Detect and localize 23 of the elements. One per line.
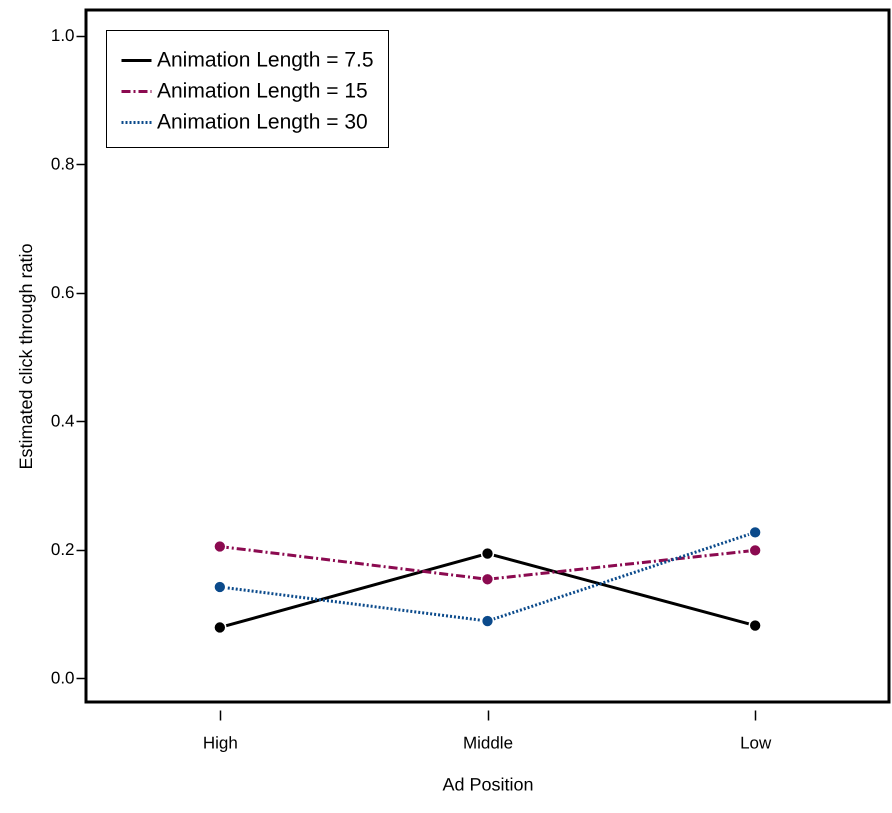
point — [213, 580, 226, 594]
point — [748, 618, 762, 632]
y-axis-title: Estimated click through ratio — [16, 243, 36, 470]
point — [213, 540, 226, 554]
x-axis-title: Ad Position — [442, 774, 534, 794]
legend-label: Animation Length = 30 — [157, 110, 368, 134]
point — [213, 620, 226, 634]
legend-label: Animation Length = 7.5 — [157, 48, 374, 72]
y-tick-label: 0.8 — [50, 154, 74, 174]
point — [748, 526, 762, 540]
x-tick-label: High — [202, 734, 238, 752]
point — [480, 572, 494, 586]
x-tick-label: Middle — [462, 734, 514, 752]
y-tick-label: 1.0 — [50, 26, 74, 46]
y-tick-label: 0.2 — [50, 540, 74, 560]
y-tick-label: 0.4 — [50, 412, 74, 431]
point — [480, 614, 494, 628]
legend-label: Animation Length = 15 — [157, 80, 368, 102]
point — [480, 546, 494, 560]
x-tick-label: Low — [740, 734, 772, 752]
y-tick-label: 0.0 — [50, 668, 74, 688]
point — [748, 544, 762, 558]
y-tick-label: 0.6 — [50, 283, 74, 302]
